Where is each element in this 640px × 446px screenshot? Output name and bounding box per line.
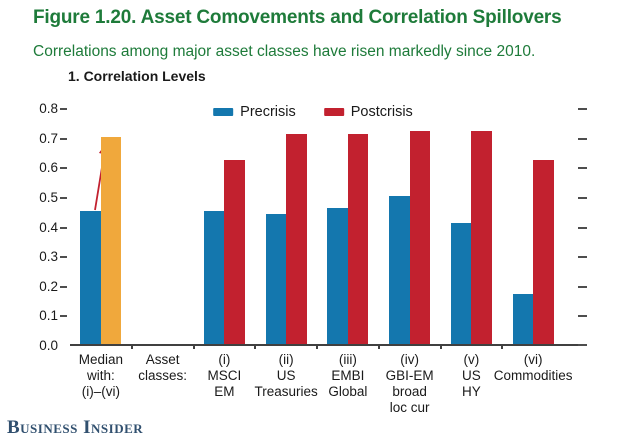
y-axis-tick-label: 0.5 (39, 189, 58, 205)
chart-legend: Precrisis Postcrisis (213, 104, 413, 120)
precrisis-legend-swatch-icon (213, 108, 234, 116)
legend-label: Precrisis (240, 104, 296, 120)
y-axis-tick-mark (578, 315, 587, 318)
business-insider-logo: Business Insider (7, 417, 144, 438)
y-axis-tick-mark (578, 108, 587, 110)
x-axis-tick-mark (254, 344, 257, 349)
y-axis-tick-label: 0.0 (39, 338, 58, 353)
y-axis-tick-label: 0.6 (39, 160, 58, 176)
legend-item-postcrisis: Postcrisis (323, 104, 413, 120)
y-axis-tick-mark (578, 285, 587, 288)
precrisis-bar (265, 213, 287, 344)
y-axis-tick-mark (578, 226, 587, 229)
x-axis-category-label: (i) MSCI EM (207, 352, 242, 399)
y-axis-tick-label: 0.8 (39, 101, 58, 116)
legend-item-precrisis: Precrisis (213, 104, 296, 120)
x-axis-tick-mark (439, 344, 442, 349)
precrisis-bar (327, 207, 348, 344)
y-axis-tick-mark (60, 256, 67, 259)
y-axis-tick-label: 0.2 (39, 278, 58, 294)
y-axis-tick-mark (60, 137, 67, 140)
postcrisis-bar (409, 130, 431, 344)
x-axis-category-label: Median with: (i)–(vi) (78, 352, 124, 399)
precrisis-bar (512, 293, 534, 344)
x-axis-labels: Median with: (i)–(vi) Asset classes: (i) M… (70, 352, 587, 422)
x-axis-category-label: (iii) EMBI Global (328, 352, 368, 399)
y-axis-tick-mark (578, 137, 587, 140)
postcrisis-bar (286, 133, 307, 344)
postcrisis-bar (533, 160, 554, 344)
bar-chart-plot-area: Precrisis Postcrisis (60, 104, 587, 349)
y-axis-tick-label: 0.1 (39, 308, 58, 324)
y-axis-tick-label: 0.4 (39, 219, 58, 235)
y-axis-tick-label: 0.3 (39, 249, 58, 265)
legend-label: Postcrisis (350, 104, 413, 120)
y-axis-tick-mark (578, 256, 587, 259)
y-axis-tick-mark (60, 196, 67, 199)
y-axis-tick-mark (60, 108, 67, 110)
x-axis-tick-mark (377, 344, 380, 349)
panel-title: 1. Correlation Levels (68, 68, 206, 84)
y-axis-tick-mark (578, 196, 587, 199)
x-axis-tick-mark (501, 344, 504, 349)
precrisis-bar (389, 195, 410, 344)
y-axis-tick-mark (60, 285, 67, 288)
precrisis-bar (80, 210, 101, 344)
y-axis-tick-mark (578, 344, 587, 346)
postcrisis-bar (347, 133, 369, 344)
x-axis-category-label: (v) US HY (461, 352, 481, 399)
x-axis-category-label: (iv) GBI-EM broad loc cur (385, 352, 434, 415)
figure-subtitle: Correlations among major asset classes h… (33, 43, 536, 60)
y-axis-tick-mark (60, 315, 67, 318)
y-axis-tick-mark (60, 226, 67, 229)
figure-title: Figure 1.20. Asset Comovements and Corre… (33, 7, 562, 28)
precrisis-bar (450, 222, 472, 344)
postcrisis-bar (224, 160, 245, 344)
x-axis-category-label: (ii) US Treasuries (254, 352, 318, 399)
y-axis-tick-label: 0.7 (39, 130, 58, 146)
highlighted-postcrisis-bar (100, 136, 122, 344)
x-axis-tick-mark (130, 344, 133, 349)
y-axis-tick-mark (578, 167, 587, 170)
postcrisis-legend-swatch-icon (323, 108, 344, 116)
x-axis-category-label: (vi) Commodities (493, 352, 573, 383)
x-axis-tick-mark (316, 344, 318, 349)
y-axis-tick-mark (60, 167, 67, 170)
x-axis-category-label: Asset classes: (138, 352, 188, 383)
precrisis-bar (203, 210, 225, 344)
y-axis: 0.0 0.1 0.2 0.3 0.4 0.5 0.6 0.7 0.8 (0, 101, 58, 353)
postcrisis-bar (471, 130, 492, 344)
x-axis-tick-mark (192, 344, 195, 349)
